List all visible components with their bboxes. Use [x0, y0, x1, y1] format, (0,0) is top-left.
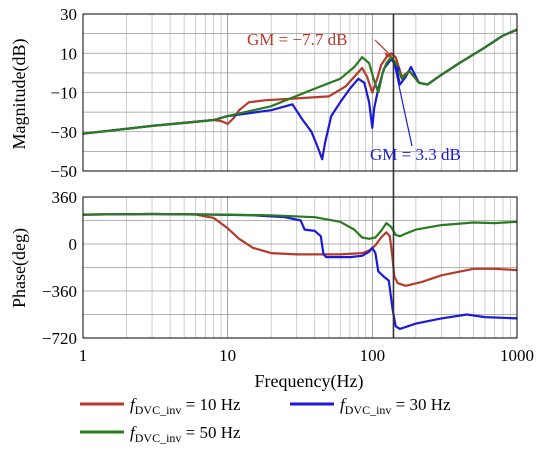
magnitude-ytick-label: −10 — [50, 84, 77, 103]
magnitude-ytick-label: 10 — [60, 44, 77, 63]
gm-arrow-30hz — [393, 64, 413, 147]
phase-series-1 — [82, 212, 518, 330]
legend-label: fDVC_inv = 50 Hz — [130, 423, 241, 445]
magnitude-tick-labels: 30 10 −10 −30 −50 — [50, 5, 77, 181]
xtick-label: 10 — [219, 346, 236, 365]
xtick-label: 1000 — [500, 346, 534, 365]
magnitude-grid — [82, 13, 517, 172]
magnitude-ytick-label: 30 — [60, 5, 77, 24]
gm-arrow-10hz — [374, 39, 392, 57]
gm-annotation-10hz: GM = −7.7 dB — [247, 30, 347, 49]
phase-ytick-label: 360 — [52, 188, 78, 207]
phase-lines — [82, 212, 518, 330]
gm-arrowhead-10hz — [384, 52, 392, 59]
magnitude-ytick-label: −50 — [50, 162, 77, 181]
crossover-markers — [374, 14, 413, 338]
gm-arrowhead-30hz — [394, 65, 401, 75]
xtick-label: 1 — [79, 346, 88, 365]
phase-ylabel: Phase(deg) — [9, 228, 30, 308]
magnitude-ylabel: Magnitude(dB) — [9, 39, 30, 150]
magnitude-lines — [82, 28, 518, 161]
gm-annotation-30hz: GM = 3.3 dB — [370, 145, 461, 164]
xtick-label: 100 — [360, 346, 386, 365]
frequency-xlabel: Frequency(Hz) — [255, 371, 364, 392]
frequency-tick-labels: 1 10 100 1000 — [79, 346, 534, 365]
phase-tick-labels: 360 0 −360 −720 — [42, 188, 77, 348]
magnitude-frame — [82, 13, 518, 172]
phase-series-2 — [82, 212, 518, 240]
legend-label: fDVC_inv = 10 Hz — [130, 395, 241, 417]
magnitude-ytick-label: −30 — [50, 123, 77, 142]
phase-ytick-label: −720 — [42, 329, 77, 348]
phase-ytick-label: −360 — [42, 282, 77, 301]
legend: fDVC_inv = 10 Hz fDVC_inv = 30 Hz fDVC_inv… — [80, 395, 451, 445]
phase-frame — [82, 196, 518, 339]
phase-ytick-label: 0 — [69, 235, 78, 254]
legend-label: fDVC_inv = 30 Hz — [340, 395, 451, 417]
magnitude-series-2 — [82, 28, 518, 135]
phase-series-0 — [82, 212, 518, 287]
